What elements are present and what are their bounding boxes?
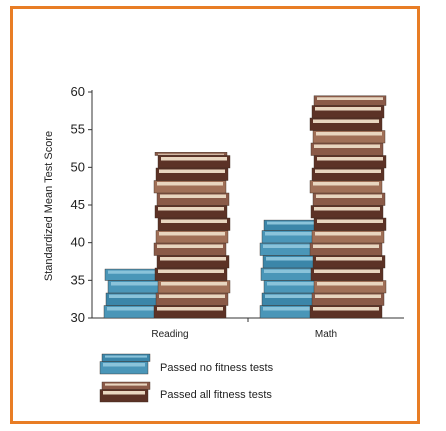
book-pages	[111, 282, 161, 286]
book-pages	[267, 282, 317, 286]
bars	[103, 95, 387, 319]
book-pages	[105, 383, 147, 386]
y-tick-label: 45	[71, 197, 85, 212]
legend: Passed no fitness tests Passed all fitne…	[99, 353, 274, 403]
book-pages	[103, 391, 145, 395]
book-pages	[315, 169, 381, 173]
book-pages	[103, 363, 145, 367]
book-pages	[159, 294, 225, 298]
legend-item-all-tests	[99, 381, 151, 403]
book-pages	[158, 207, 224, 211]
book	[101, 353, 151, 362]
book-pages	[108, 270, 158, 274]
book-pages	[315, 107, 381, 111]
book-pages	[160, 257, 226, 261]
book-pages	[266, 257, 316, 261]
y-axis: 30 35 40 45 50 55 60	[71, 84, 93, 325]
book-pages	[157, 244, 223, 248]
legend-swatch-all-tests	[99, 381, 151, 403]
legend-label-all-tests: Passed all fitness tests	[160, 389, 272, 401]
book	[101, 381, 151, 390]
book-pages	[314, 269, 380, 273]
book-pages	[313, 307, 379, 311]
y-tick-label: 40	[71, 235, 85, 250]
legend-label-no-tests: Passed no fitness tests	[160, 362, 274, 374]
book-pages	[157, 307, 223, 311]
book-pages	[265, 232, 315, 236]
y-axis-label: Standardized Mean Test Score	[43, 131, 55, 281]
book-pages	[263, 307, 313, 311]
y-tick-label: 35	[71, 272, 85, 287]
book-pages	[159, 169, 225, 173]
book-pages	[157, 182, 223, 186]
book-pages	[317, 157, 383, 161]
book-pages	[315, 232, 381, 236]
book-pages	[161, 219, 227, 223]
book-pages	[160, 194, 226, 198]
y-tick-label: 60	[71, 84, 85, 99]
book-pages	[263, 244, 313, 248]
book-pages	[264, 269, 314, 273]
legend-swatch-no-tests	[99, 353, 151, 375]
book-pages	[161, 157, 227, 161]
book-pages	[265, 294, 315, 298]
y-tick-label: 55	[71, 122, 85, 137]
bar-no-tests-math	[259, 219, 321, 319]
y-tick-label: 50	[71, 159, 85, 174]
legend-item-no-tests	[99, 353, 151, 375]
y-tick-label: 30	[71, 310, 85, 325]
bar-all-tests-math	[309, 95, 387, 319]
book-pages	[161, 282, 227, 286]
x-tick-label: Math	[315, 329, 337, 340]
book-pages	[267, 221, 317, 225]
x-tick-label: Reading	[151, 329, 188, 340]
book-pages	[315, 294, 381, 298]
bar-no-tests-reading	[103, 268, 165, 319]
book-pages	[316, 194, 382, 198]
book-pages	[317, 282, 383, 286]
book	[313, 95, 387, 106]
book-pages	[314, 144, 380, 148]
book-pages	[317, 219, 383, 223]
book-pages	[314, 207, 380, 211]
book-pages	[313, 182, 379, 186]
book-pages	[313, 119, 379, 123]
book-pages	[316, 257, 382, 261]
book-pages	[313, 244, 379, 248]
book-pages	[105, 355, 147, 358]
book-pages	[159, 232, 225, 236]
book-pages	[107, 307, 157, 311]
book-pages	[316, 132, 382, 136]
book-pages	[158, 269, 224, 273]
bar-all-tests-reading	[153, 152, 231, 319]
book-pages	[317, 97, 383, 100]
book-pages	[109, 294, 159, 298]
book-pages	[158, 153, 224, 155]
x-axis: Reading Math	[92, 317, 404, 340]
